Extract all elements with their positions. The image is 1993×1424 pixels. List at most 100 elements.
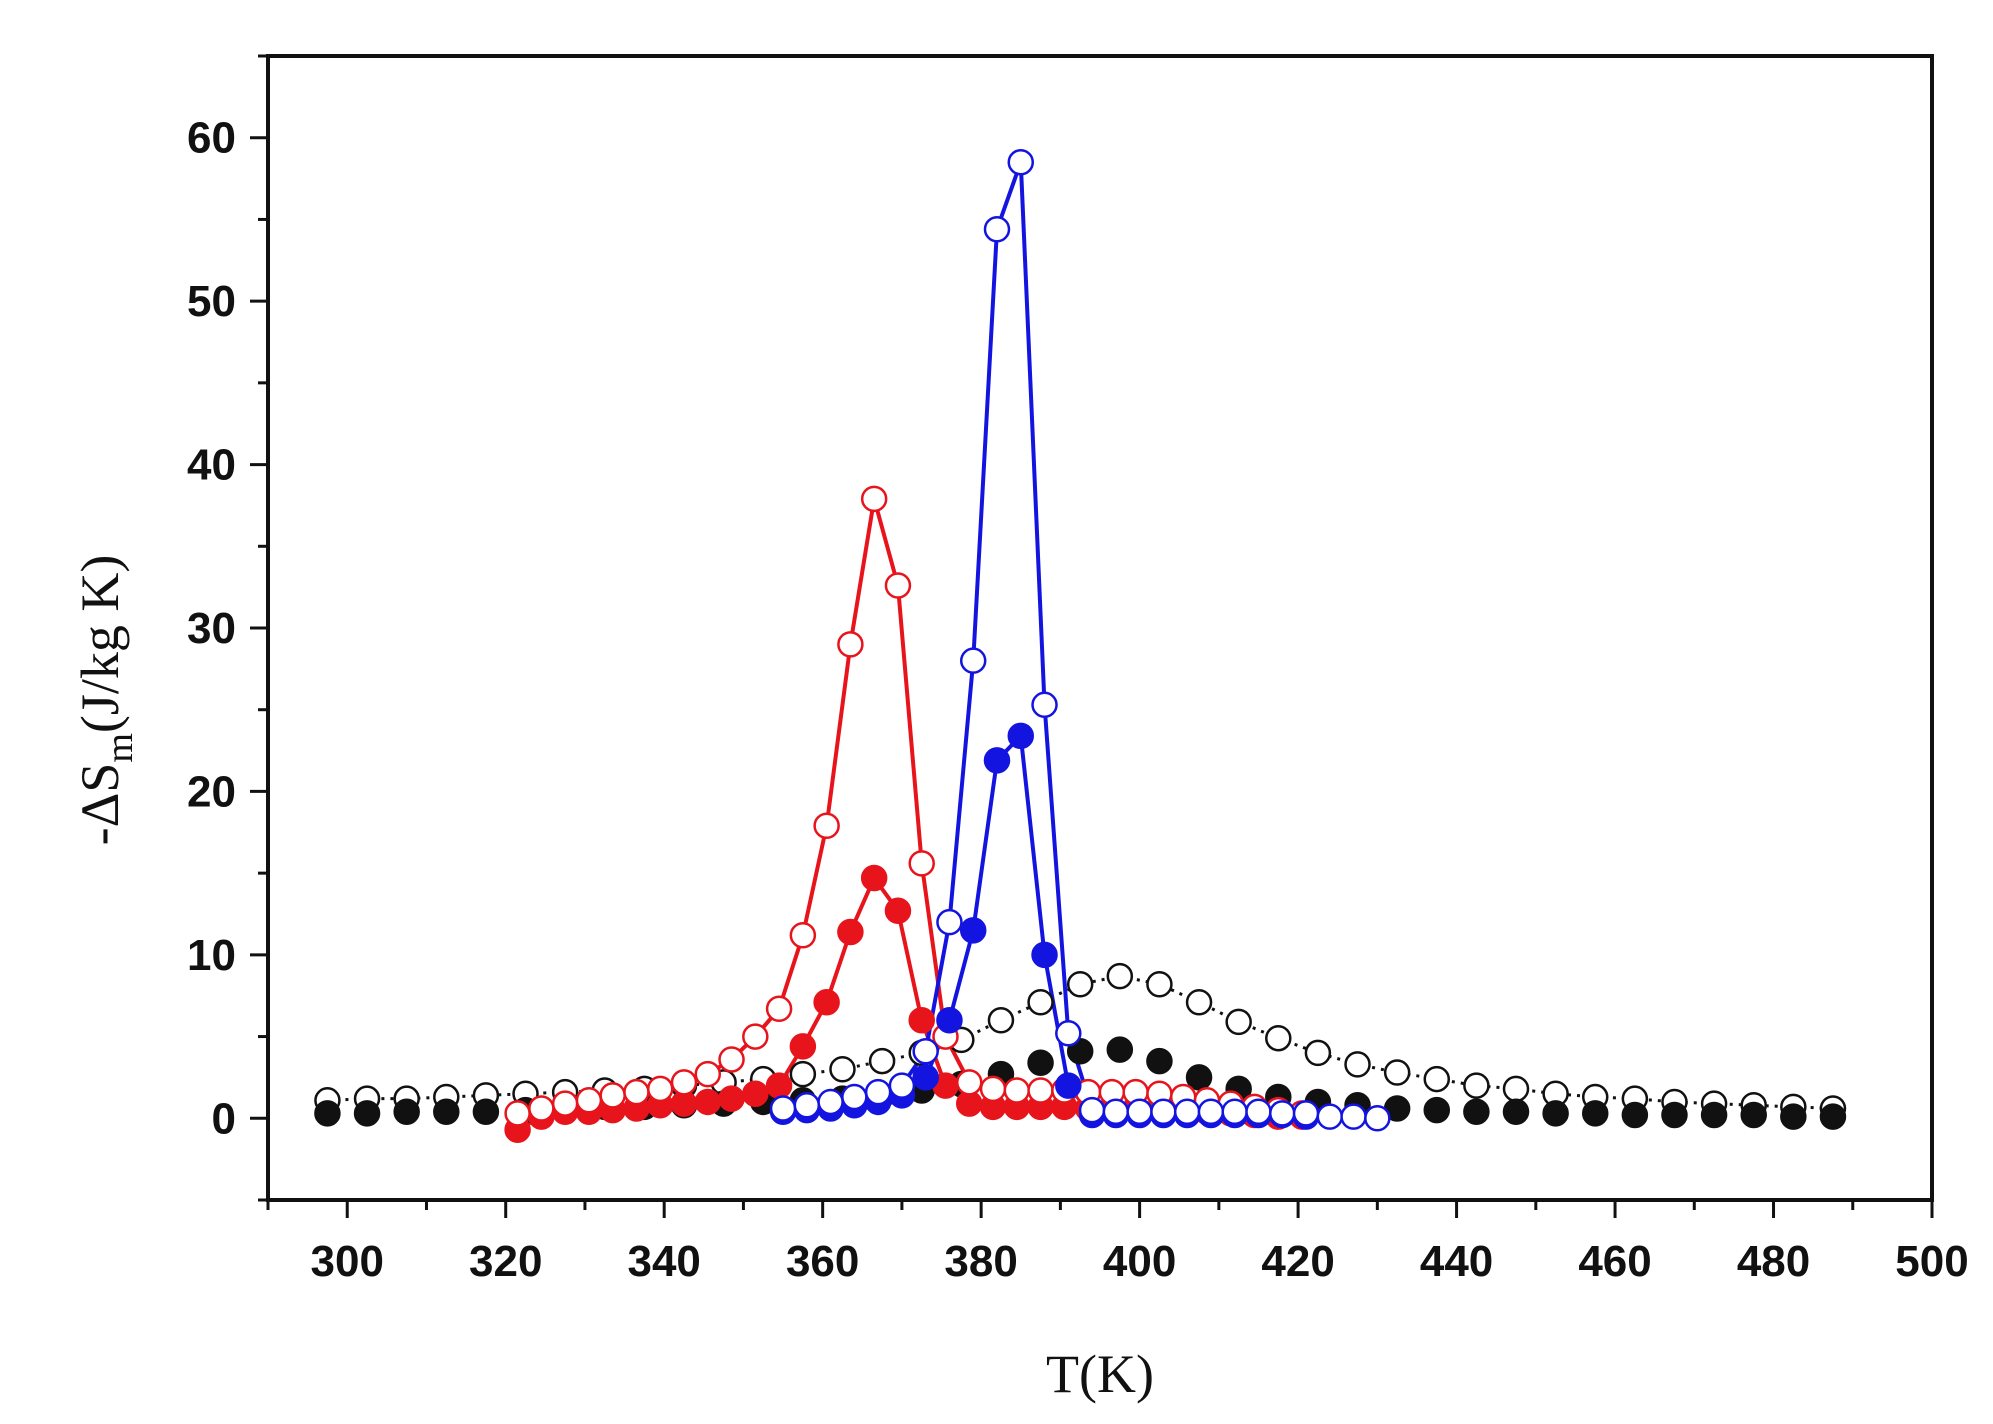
data-point <box>1621 1101 1649 1129</box>
data-point <box>829 1056 856 1083</box>
data-point <box>1173 1098 1201 1125</box>
data-point <box>983 747 1011 774</box>
data-point <box>646 1075 674 1103</box>
data-point <box>528 1095 555 1122</box>
data-point <box>1383 1059 1411 1086</box>
data-point <box>1055 1020 1082 1047</box>
data-point <box>1268 1100 1296 1127</box>
data-point <box>1700 1101 1728 1129</box>
data-point <box>1661 1101 1688 1129</box>
data-point <box>1007 722 1035 750</box>
data-point <box>575 1087 603 1114</box>
data-point <box>789 1060 817 1088</box>
data-point <box>1150 1098 1177 1125</box>
data-point <box>1055 1072 1082 1099</box>
data-point <box>789 1033 817 1060</box>
data-point <box>912 1038 939 1065</box>
data-point <box>599 1082 626 1109</box>
data-point <box>789 921 817 949</box>
series-layer <box>314 148 1847 1143</box>
data-point <box>1423 1096 1451 1124</box>
x-tick-label: 440 <box>1420 1237 1493 1286</box>
data-point <box>1102 1098 1130 1125</box>
x-axis-title: T(K) <box>1046 1344 1154 1404</box>
data-point <box>983 215 1011 243</box>
data-point <box>1066 971 1094 998</box>
x-tick-label: 500 <box>1895 1237 1968 1286</box>
data-point <box>1740 1101 1767 1129</box>
data-point <box>1304 1039 1332 1067</box>
data-point <box>837 631 864 658</box>
data-point <box>1003 1077 1031 1104</box>
y-tick-label: 50 <box>187 277 236 326</box>
data-point <box>765 1072 793 1099</box>
y-tick-label: 0 <box>212 1094 236 1143</box>
data-point <box>912 1064 939 1091</box>
data-point <box>1066 1038 1094 1065</box>
data-point <box>956 1069 983 1096</box>
data-point <box>1031 691 1058 719</box>
y-tick-label: 60 <box>187 114 236 163</box>
data-point <box>670 1069 698 1096</box>
data-point <box>864 1078 892 1106</box>
data-point <box>1364 1105 1391 1132</box>
data-point <box>959 647 987 674</box>
data-point <box>1031 941 1058 969</box>
data-point <box>1225 1008 1252 1036</box>
data-point <box>1146 971 1173 998</box>
data-point <box>841 1083 868 1111</box>
x-tick-label: 460 <box>1578 1237 1651 1286</box>
data-point <box>868 1047 896 1075</box>
data-point <box>1185 1064 1213 1091</box>
data-point <box>472 1098 500 1125</box>
data-point <box>817 1088 844 1116</box>
data-point <box>813 812 840 839</box>
data-point <box>1078 1096 1106 1124</box>
data-point <box>908 1006 935 1034</box>
data-point <box>742 1080 769 1108</box>
data-point <box>433 1098 460 1125</box>
data-point <box>979 1075 1007 1103</box>
data-point <box>959 917 987 944</box>
x-tick-label: 340 <box>627 1237 700 1286</box>
x-tick-label: 360 <box>786 1237 859 1286</box>
data-point <box>551 1090 579 1117</box>
data-point <box>769 1095 797 1122</box>
data-point <box>1423 1065 1451 1093</box>
data-point <box>1126 1098 1153 1125</box>
data-point <box>718 1046 745 1073</box>
y-axis-title-prefix: -ΔS <box>70 763 130 846</box>
data-point <box>623 1078 650 1106</box>
data-point <box>694 1088 722 1116</box>
x-tick-label: 380 <box>944 1237 1017 1286</box>
data-point <box>908 850 935 877</box>
y-tick-label: 30 <box>187 604 236 653</box>
data-point <box>888 1072 916 1099</box>
data-point <box>314 1100 341 1127</box>
data-point <box>793 1091 821 1119</box>
data-point <box>1197 1098 1225 1125</box>
data-point <box>1463 1072 1490 1099</box>
data-point <box>1265 1024 1292 1052</box>
data-point <box>1106 1036 1134 1063</box>
y-tick-label: 40 <box>187 441 236 490</box>
data-point <box>884 572 912 599</box>
data-point <box>884 897 912 924</box>
data-point <box>1340 1103 1367 1130</box>
data-point <box>1463 1098 1490 1125</box>
data-point <box>1221 1098 1248 1125</box>
data-point <box>694 1060 722 1088</box>
x-tick-label: 320 <box>469 1237 542 1286</box>
y-axis-title-subscript: m <box>99 733 141 763</box>
data-point <box>813 989 840 1016</box>
data-point <box>765 995 793 1023</box>
data-point <box>860 485 888 513</box>
data-point <box>393 1098 420 1125</box>
data-point <box>1344 1051 1371 1078</box>
x-tick-label: 300 <box>311 1237 384 1286</box>
data-point <box>1819 1103 1847 1130</box>
data-point <box>742 1023 769 1050</box>
data-point <box>1007 148 1035 176</box>
data-point <box>987 1006 1015 1034</box>
data-point <box>1146 1047 1173 1075</box>
